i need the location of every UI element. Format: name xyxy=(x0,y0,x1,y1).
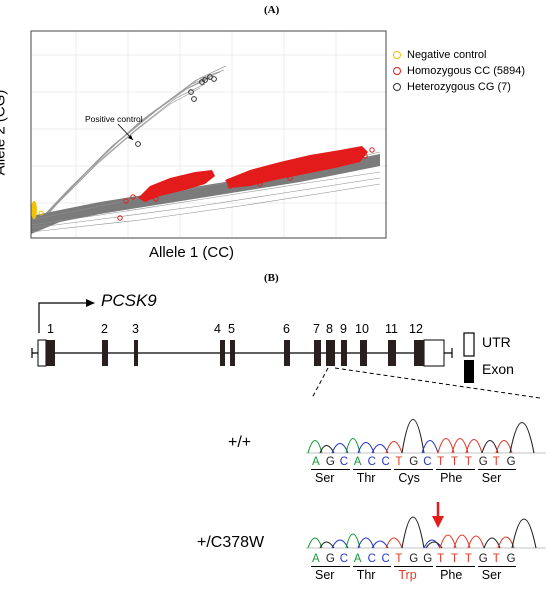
codon-underline xyxy=(352,469,392,470)
homozygous-clusters xyxy=(138,146,368,202)
sequence-base: C xyxy=(339,553,349,565)
legend-homozygous: Homozygous CC (5894) xyxy=(393,65,525,77)
sequence-base: T xyxy=(437,553,445,565)
exon-label-11: 11 xyxy=(385,322,398,336)
plot-frame xyxy=(30,30,387,239)
gene-name: PCSK9 xyxy=(101,291,157,310)
gene-structure-diagram xyxy=(31,299,541,399)
sequence-base: C xyxy=(381,553,390,565)
black-circle-icon xyxy=(393,83,401,92)
amino-acid-label: Ser xyxy=(481,471,502,485)
sequence-row-wildtype: A G C A C C T G C T T T G T G Ser Thr Cys Phe Ser xyxy=(311,456,544,486)
sequence-base: T xyxy=(451,553,459,565)
amino-acid-label: Thr xyxy=(356,568,376,582)
exon-label-2: 2 xyxy=(101,322,108,336)
scatter-plot xyxy=(30,30,387,239)
exon-label-3: 3 xyxy=(132,322,139,336)
exon-legend-label: Exon xyxy=(482,361,514,377)
y-axis-label: Allele 2 (CG) xyxy=(0,89,9,176)
genotype-label-wildtype: +/+ xyxy=(228,434,252,451)
sequence-base: T xyxy=(451,456,459,468)
positive-control-annotation: Positive control xyxy=(85,114,143,124)
sequence-base: G xyxy=(478,456,488,468)
amino-acid-label: Phe xyxy=(440,471,463,485)
sequence-base: G xyxy=(506,553,516,565)
exon-label-10: 10 xyxy=(355,322,369,336)
amino-acid-label: Ser xyxy=(481,568,502,582)
sequence-base: G xyxy=(325,553,335,565)
exon-label-9: 9 xyxy=(340,322,347,336)
exon-label-12: 12 xyxy=(409,322,423,336)
sequence-base: T xyxy=(492,553,500,565)
exon-label-8: 8 xyxy=(326,322,333,336)
panel-b-label: (B) xyxy=(264,272,279,284)
codon-underline xyxy=(311,469,350,470)
chromatogram-mutant xyxy=(306,516,546,549)
utr-5prime xyxy=(37,339,47,367)
exon-label-7: 7 xyxy=(313,322,320,336)
sequence-base: G xyxy=(478,553,488,565)
legend-heterozygous: Heterozygous CG (7) xyxy=(393,81,511,93)
sequence-base: T xyxy=(395,456,403,468)
negative-control-points xyxy=(31,201,44,219)
codon-underline xyxy=(477,566,517,567)
exons xyxy=(46,340,424,366)
codon-underline xyxy=(352,566,392,567)
mutation-arrow-icon xyxy=(432,502,444,528)
sequence-base: A xyxy=(353,553,362,565)
utr-legend-label: UTR xyxy=(482,334,511,350)
exon-label-5: 5 xyxy=(228,322,235,336)
panel-a-label: (A) xyxy=(264,4,280,16)
sequence-base: T xyxy=(464,456,472,468)
codon-underline xyxy=(394,469,434,470)
codon-underline xyxy=(436,566,475,567)
sequence-base: C xyxy=(367,456,376,468)
sequence-base: C xyxy=(339,456,349,468)
sequence-base: A xyxy=(312,456,320,468)
sequence-base: T xyxy=(395,553,403,565)
heterozygous-trajectories xyxy=(31,65,227,235)
sequence-base: G xyxy=(423,553,433,565)
utr-3prime xyxy=(423,339,445,367)
amino-acid-label: Trp xyxy=(398,568,417,582)
sequence-base: G xyxy=(409,456,419,468)
sequence-base: G xyxy=(409,553,419,565)
sequence-base: T xyxy=(464,553,472,565)
codon-underline xyxy=(311,566,350,567)
sequence-base: G xyxy=(506,456,516,468)
sequence-row-mutant: A G C A C C T G G T T T G T G Ser Thr Trp Phe Ser xyxy=(311,553,544,583)
amino-acid-label: Ser xyxy=(315,568,335,582)
sequence-base: C xyxy=(367,553,376,565)
sequence-base: T xyxy=(437,456,445,468)
sequence-base: G xyxy=(325,456,335,468)
sequence-base: C xyxy=(381,456,390,468)
exon-label-1: 1 xyxy=(47,322,54,336)
sequence-base: C xyxy=(423,456,432,468)
codon-underline xyxy=(436,469,475,470)
sequence-base: A xyxy=(353,456,362,468)
amino-acid-label: Cys xyxy=(398,471,420,485)
x-axis-label: Allele 1 (CC) xyxy=(149,244,235,261)
sequence-base: T xyxy=(492,456,500,468)
exon-label-6: 6 xyxy=(283,322,290,336)
exon-label-4: 4 xyxy=(214,322,221,336)
heterozygous-points xyxy=(135,74,217,147)
red-circle-icon xyxy=(393,67,401,76)
utr-legend-box xyxy=(463,332,475,357)
exon-legend-box xyxy=(464,360,474,383)
amino-acid-label: Thr xyxy=(356,471,376,485)
tss-arrow xyxy=(38,302,88,333)
sequence-base: A xyxy=(312,553,320,565)
codon-underline xyxy=(477,469,517,470)
chromatogram-wildtype xyxy=(306,418,546,454)
genotype-label-mutant: +/C378W xyxy=(197,534,265,551)
codon-underline xyxy=(394,566,434,567)
amino-acid-label: Phe xyxy=(440,568,463,582)
amino-acid-label: Ser xyxy=(315,471,335,485)
legend-negative-control: Negative control xyxy=(393,49,487,61)
yellow-circle-icon xyxy=(393,51,401,60)
